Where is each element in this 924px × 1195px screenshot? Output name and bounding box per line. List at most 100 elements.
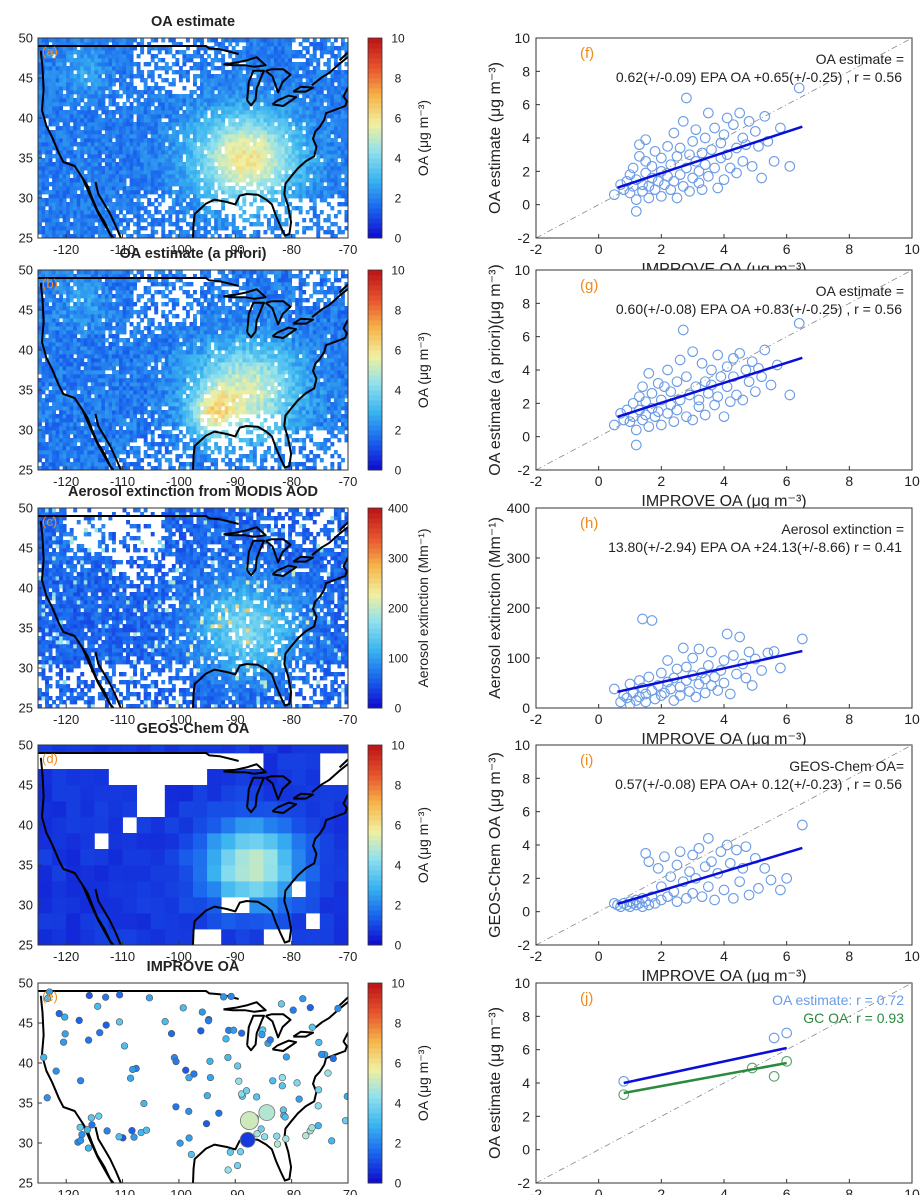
map-cell [337, 98, 342, 103]
map-cell [48, 94, 53, 99]
map-cell [154, 210, 159, 215]
map-cell [45, 162, 49, 167]
map-cell [182, 62, 187, 67]
map-cell [104, 82, 109, 87]
map-cell [214, 174, 219, 179]
map-cell [87, 442, 92, 447]
map-cell [69, 414, 74, 419]
map-cell [326, 166, 331, 171]
map-cell [94, 38, 99, 43]
map-cell [108, 102, 113, 107]
map-cell [90, 118, 95, 123]
map-cell [129, 94, 134, 99]
map-cell [333, 78, 338, 83]
map-cell [231, 142, 236, 147]
map-cell [38, 78, 42, 83]
map-cell [228, 70, 233, 75]
map-cell [76, 94, 81, 99]
map-cell [333, 138, 338, 143]
map-cell [150, 158, 155, 163]
map-cell [270, 190, 275, 195]
map-cell [73, 158, 78, 163]
map-cell [284, 206, 289, 211]
map-cell [235, 126, 240, 131]
map-cell [281, 74, 285, 79]
map-cell [59, 366, 64, 371]
map-cell [340, 150, 345, 155]
colorbar-segment [368, 133, 382, 139]
map-cell [62, 458, 67, 463]
map-cell [115, 286, 120, 291]
map-cell [157, 114, 162, 119]
map-cell [193, 50, 197, 55]
map-cell [319, 198, 324, 203]
map-cell [69, 62, 74, 67]
map-cell [266, 50, 271, 55]
map-cell [87, 310, 92, 315]
map-cell [333, 154, 338, 159]
map-cell [249, 54, 254, 59]
map-cell [90, 122, 95, 127]
colorbar-segment [368, 138, 382, 144]
map-cell [115, 378, 120, 383]
map-cell [235, 50, 240, 55]
map-cell [295, 230, 300, 235]
map-cell [291, 162, 296, 167]
map-cell [305, 186, 310, 191]
map-cell [274, 154, 278, 159]
map-cell [87, 362, 92, 367]
map-cell [59, 326, 64, 331]
map-cell [111, 358, 116, 363]
map-cell [66, 274, 71, 279]
map-cell [298, 150, 303, 155]
map-cell [344, 226, 348, 231]
map-cell [210, 134, 215, 139]
colorbar-segment [368, 48, 382, 54]
map-cell [164, 102, 169, 107]
map-cell [90, 206, 95, 211]
map-cell [298, 42, 303, 47]
map-cell [298, 134, 303, 139]
map-cell [108, 162, 113, 167]
map-cell [87, 178, 92, 183]
map-cell [309, 102, 314, 107]
map-cell [340, 162, 345, 167]
map-cell [319, 142, 324, 147]
map-cell [203, 130, 208, 135]
map-cell [326, 94, 331, 99]
map-cell [126, 402, 130, 407]
map-cell [45, 114, 49, 119]
y-tick-label: 30 [19, 191, 33, 206]
map-cell [274, 158, 278, 163]
map-cell [94, 142, 99, 147]
map-cell [115, 374, 120, 379]
map-cell [274, 226, 278, 231]
map-cell [133, 138, 138, 143]
map-cell [277, 78, 282, 83]
map-cell [76, 166, 81, 171]
map-cell [309, 54, 314, 59]
map-cell [161, 66, 166, 71]
map-cell [333, 46, 338, 51]
map-cell [228, 194, 233, 199]
map-cell [97, 454, 102, 459]
map-cell [62, 438, 67, 443]
map-cell [326, 230, 331, 235]
map-cell [55, 54, 60, 59]
map-cell [242, 46, 247, 51]
map-cell [97, 70, 102, 75]
map-cell [69, 118, 74, 123]
map-cell [175, 50, 180, 55]
map-cell [228, 54, 233, 59]
map-cell [90, 194, 95, 199]
map-cell [305, 46, 310, 51]
map-cell [76, 290, 81, 295]
map-cell [66, 122, 71, 127]
map-cell [115, 390, 120, 395]
map-cell [94, 106, 99, 111]
map-cell [94, 450, 99, 455]
map-cell [281, 126, 285, 131]
map-cell [87, 218, 92, 223]
map-cell [305, 70, 310, 75]
map-cell [270, 54, 275, 59]
